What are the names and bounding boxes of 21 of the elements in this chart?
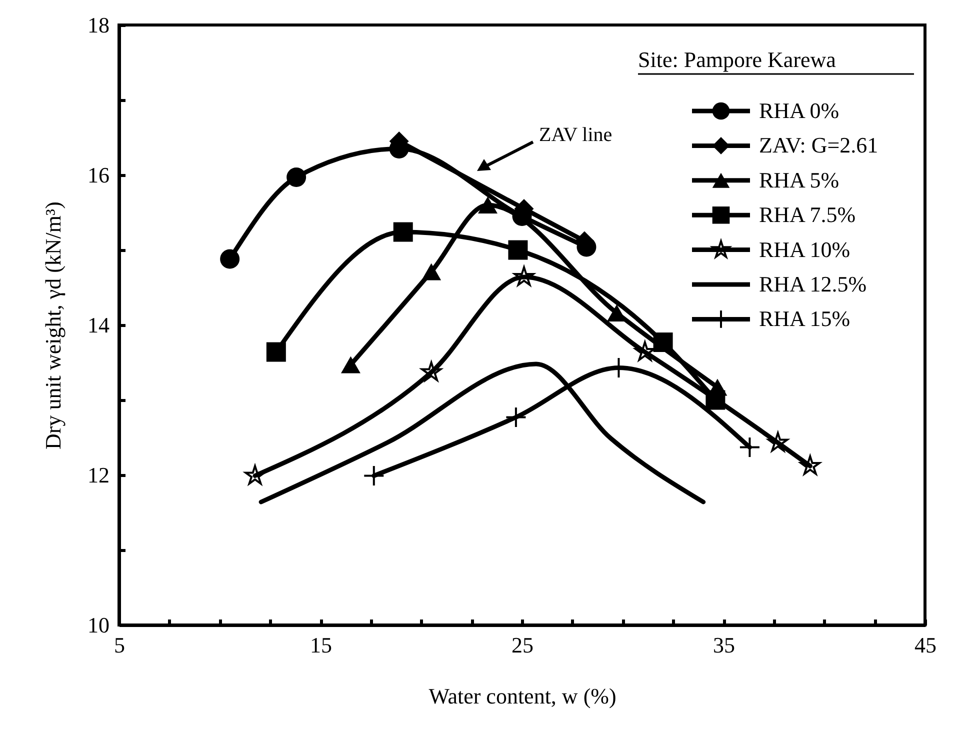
y-tick-label: 18 <box>88 12 110 38</box>
y-tick-label: 16 <box>88 162 110 188</box>
y-axis-title: Dry unit weight, γd (kN/m³) <box>40 202 66 450</box>
legend-label: RHA 7.5% <box>759 202 856 228</box>
legend-title: Site: Pampore Karewa <box>638 47 836 72</box>
legend-label: RHA 10% <box>759 236 850 262</box>
y-tick-label: 10 <box>88 612 110 638</box>
legend-label: RHA 0% <box>759 98 840 123</box>
y-tick-label: 14 <box>88 312 110 338</box>
y-tick-label: 12 <box>88 462 110 488</box>
legend-label: RHA 12.5% <box>759 272 867 296</box>
annotation: ZAV line <box>539 124 612 146</box>
x-tick-label: 15 <box>310 632 332 658</box>
x-tick-label: 45 <box>914 632 936 658</box>
legend-label: RHA 5% <box>759 167 840 192</box>
x-tick-label: 5 <box>114 632 125 658</box>
x-axis-title: Water content, w (%) <box>428 684 616 708</box>
x-tick-label: 25 <box>512 632 534 658</box>
legend-label: RHA 15% <box>759 306 850 332</box>
x-tick-label: 35 <box>713 632 735 658</box>
legend-label: ZAV: G=2.61 <box>759 132 878 158</box>
